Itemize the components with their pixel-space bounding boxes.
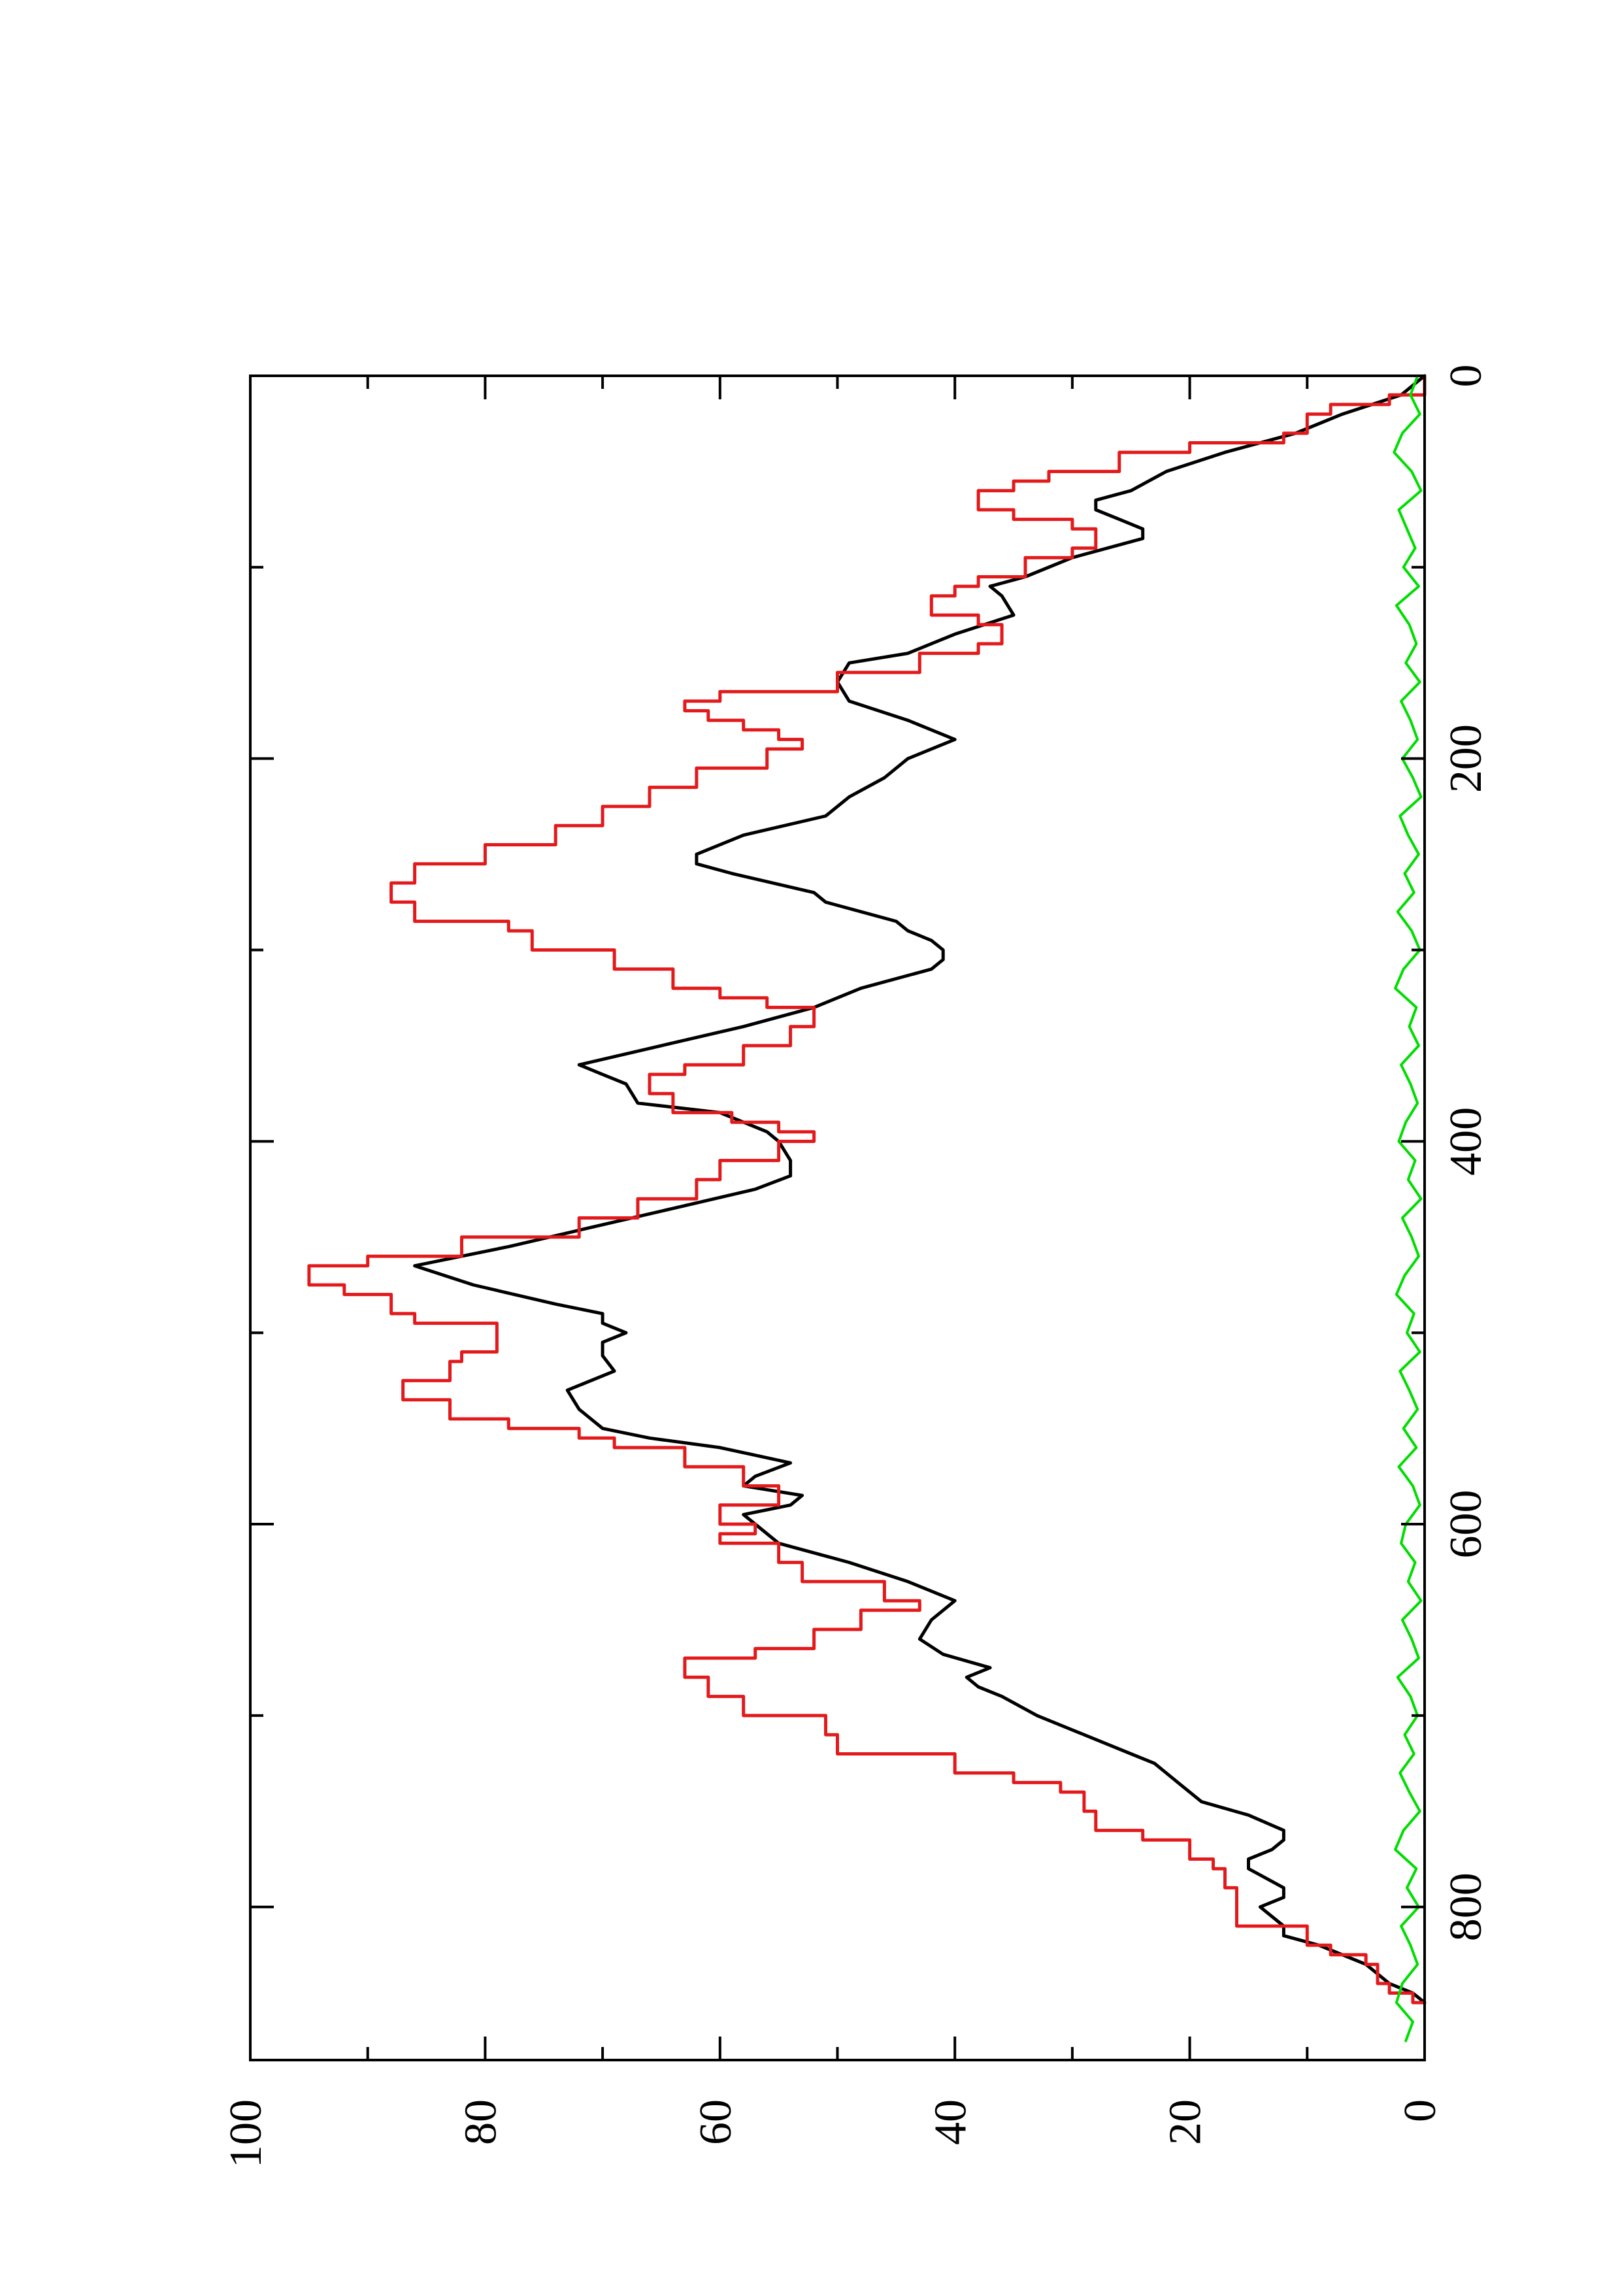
x-tick-label: 600	[1441, 1490, 1491, 1559]
ticks-group	[249, 374, 1426, 2060]
series-line-2	[307, 374, 1427, 2005]
x-tick-label: 200	[1441, 724, 1491, 793]
plot-frame	[249, 374, 1426, 2061]
plot-frame-group	[249, 374, 1426, 2061]
y-tick-label: 60	[691, 2099, 741, 2145]
series-line-3	[1393, 374, 1423, 2042]
series-group	[307, 374, 1427, 2042]
y-tick-label: 100	[221, 2099, 271, 2168]
x-tick-label: 0	[1441, 365, 1491, 388]
x-tick-label: 400	[1441, 1107, 1491, 1176]
y-tick-label: 0	[1395, 2099, 1446, 2122]
y-tick-label: 40	[925, 2099, 976, 2145]
tick-labels-group: 0 200 400 600 800 0 20 40 60 80 100	[221, 365, 1491, 2169]
y-tick-label: 80	[455, 2099, 506, 2145]
y-tick-label: 20	[1161, 2099, 1211, 2145]
series-line-1	[413, 374, 1427, 2005]
x-tick-label: 800	[1441, 1872, 1491, 1941]
